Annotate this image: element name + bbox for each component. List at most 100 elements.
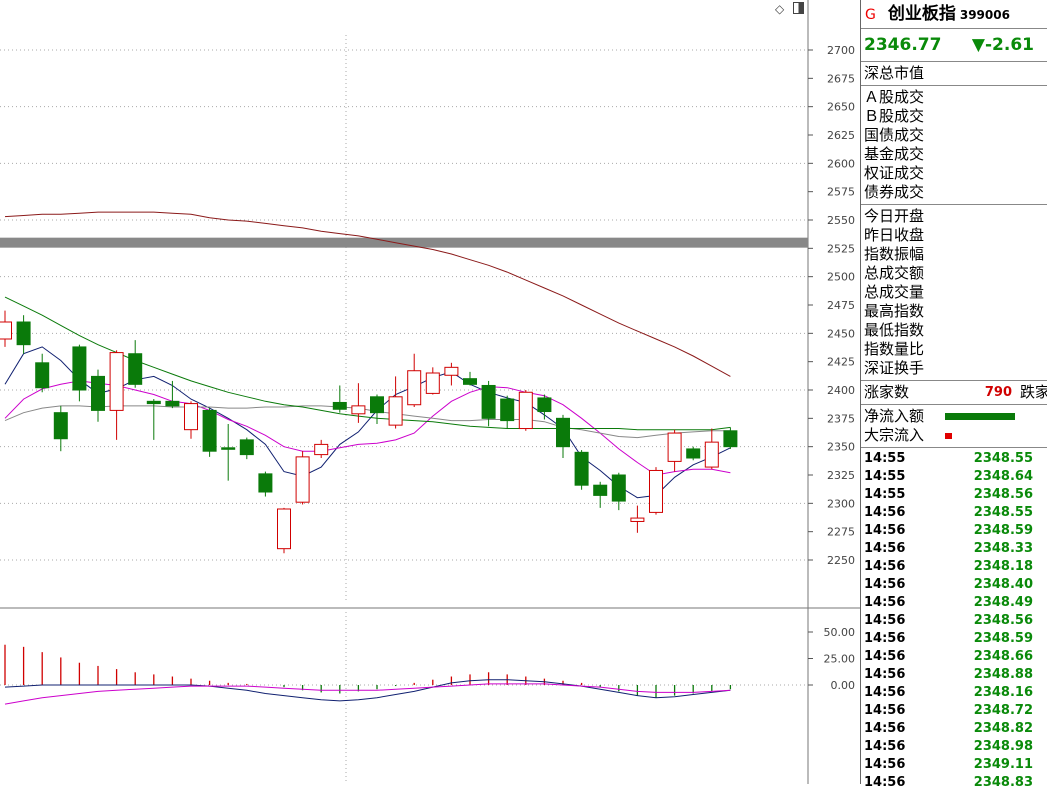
candle-body: [184, 403, 198, 431]
candle-body: [611, 474, 626, 502]
candle-body: [686, 448, 701, 459]
stat-low: 最低指数: [864, 321, 925, 339]
candle-body: [444, 366, 459, 376]
tick-row: 14:56 2348.49: [861, 594, 1047, 612]
candle-body: [556, 417, 570, 448]
volume-label-bond: 国债成交: [864, 126, 925, 144]
tick-row: 14:56 2348.55: [861, 504, 1047, 522]
tick-row: 14:56 2348.56: [861, 612, 1047, 630]
tick-row: 14:56 2348.59: [861, 630, 1047, 648]
netflow-row: 净流入额: [861, 407, 1047, 426]
tick-row: 14:56 2348.82: [861, 720, 1047, 738]
candle-body: [258, 473, 273, 493]
tick-price: 2348.83: [973, 775, 1033, 790]
ma-line-ma5: [4, 346, 731, 499]
candle-body: [332, 401, 347, 410]
tick-time: 14:56: [864, 559, 906, 574]
kline-chart-area[interactable]: 2700 2675 2650 2625 2600 2575 2550 2525 2500 2475…: [0, 0, 860, 784]
rise-fall-row: 涨家数 790 跌家: [861, 383, 1047, 402]
tick-price: 2348.33: [973, 541, 1033, 556]
flow-section: 净流入额 大宗流入: [861, 405, 1047, 448]
market-mark: G: [865, 7, 876, 23]
window-toggle-icon[interactable]: [792, 2, 804, 14]
candle-body: [351, 405, 366, 415]
stat-amplitude: 指数振幅: [864, 245, 925, 263]
candle-body: [72, 346, 87, 391]
tick-time: 14:56: [864, 541, 906, 556]
stat-turnover-amount: 总成交额: [864, 264, 925, 282]
index-name: 创业板指: [887, 4, 956, 24]
tick-time: 14:56: [864, 595, 906, 610]
tick-row: 14:55 2348.55: [861, 450, 1047, 468]
diamond-icon[interactable]: ◇: [775, 2, 785, 16]
volume-label-debt: 债券成交: [864, 183, 925, 201]
candle-body: [481, 384, 496, 419]
tick-time: 14:55: [864, 451, 906, 466]
stat-open: 今日开盘: [864, 207, 925, 225]
index-header: G 创业板指 399006: [861, 0, 1047, 29]
tick-price: 2348.64: [973, 469, 1033, 484]
tick-price: 2348.40: [973, 577, 1033, 592]
tick-row: 14:56 2348.83: [861, 774, 1047, 792]
tick-price: 2348.59: [973, 631, 1033, 646]
fall-label: 跌家: [1019, 383, 1047, 401]
y-tick-label: 2550: [827, 214, 855, 227]
tick-row: 14:56 2348.88: [861, 666, 1047, 684]
tick-time: 14:56: [864, 685, 906, 700]
ma-line-ma10: [4, 380, 731, 476]
y-tick-label: 2350: [827, 441, 855, 454]
tick-row: 14:56 2348.98: [861, 738, 1047, 756]
candle-body: [35, 362, 50, 389]
candle-body: [518, 391, 533, 430]
netflow-bar: [945, 413, 1015, 420]
tick-time: 14:56: [864, 613, 906, 628]
tick-time: 14:55: [864, 469, 906, 484]
kline-chart-svg[interactable]: 2700 2675 2650 2625 2600 2575 2550 2525 2500 2475…: [0, 0, 860, 784]
tick-row: 14:56 2348.18: [861, 558, 1047, 576]
candle-body: [388, 396, 403, 426]
tick-row: 14:56 2348.33: [861, 540, 1047, 558]
tick-time: 14:56: [864, 505, 906, 520]
y-tick-label: 2675: [827, 72, 855, 85]
y-tick-label: 2700: [827, 44, 855, 57]
y-tick-label: 2650: [827, 101, 855, 114]
tick-time: 14:56: [864, 757, 906, 772]
candle-body: [463, 378, 477, 385]
candle-body: [146, 400, 161, 405]
indicator-tick-label: 50.00: [824, 626, 856, 639]
candle-body: [165, 400, 180, 407]
candle-body: [649, 469, 663, 513]
tick-row: 14:56 2348.40: [861, 576, 1047, 594]
tick-price: 2348.98: [973, 739, 1033, 754]
tick-time: 14:56: [864, 703, 906, 718]
ma-line-ma60: [4, 296, 731, 431]
y-tick-label: 2475: [827, 299, 855, 312]
tick-price: 2348.66: [973, 649, 1033, 664]
tick-list[interactable]: 14:55 2348.55 14:55 2348.64 14:55 2348.56 14:5…: [861, 448, 1047, 792]
tick-price: 2348.49: [973, 595, 1033, 610]
tick-row: 14:56 2348.59: [861, 522, 1047, 540]
stat-volume: 总成交量: [864, 283, 925, 301]
ma-line-ma120: [4, 211, 731, 377]
tick-row: 14:56 2348.16: [861, 684, 1047, 702]
tick-price: 2349.11: [973, 757, 1033, 772]
candle-body: [0, 321, 12, 340]
tick-time: 14:56: [864, 523, 906, 538]
bigflow-bar: [945, 433, 952, 439]
indicator-line-dea: [4, 683, 731, 705]
tick-price: 2348.88: [973, 667, 1033, 682]
tick-row: 14:56 2348.66: [861, 648, 1047, 666]
y-tick-label: 2400: [827, 384, 855, 397]
stat-turnover-rate: 深证换手: [864, 359, 925, 377]
candle-body: [630, 517, 645, 522]
y-tick-label: 2450: [827, 327, 855, 340]
breadth-section: 涨家数 790 跌家: [861, 381, 1047, 405]
y-tick-label: 2625: [827, 129, 855, 142]
indicator-tick-label: 0.00: [831, 679, 856, 692]
tick-price: 2348.56: [973, 613, 1033, 628]
tick-row: 14:55 2348.64: [861, 468, 1047, 486]
y-tick-label: 2425: [827, 356, 855, 369]
candle-body: [537, 397, 552, 413]
candle-body: [667, 432, 682, 462]
stat-volume-ratio: 指数量比: [864, 340, 925, 358]
